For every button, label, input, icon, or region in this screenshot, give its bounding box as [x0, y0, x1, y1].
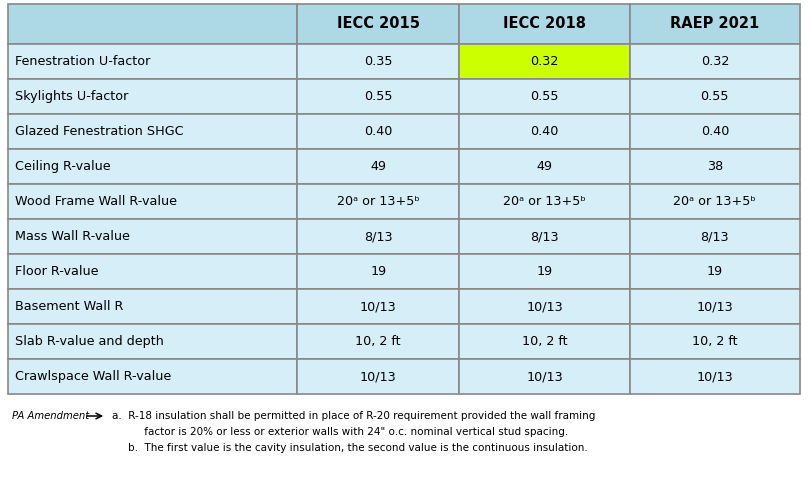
Bar: [297, 254, 459, 289]
Bar: [629, 324, 800, 359]
Bar: [629, 79, 800, 114]
Text: 20ᵃ or 13+5ᵇ: 20ᵃ or 13+5ᵇ: [337, 195, 420, 208]
Text: 8/13: 8/13: [364, 230, 393, 243]
Text: 10/13: 10/13: [697, 300, 733, 313]
Text: 0.55: 0.55: [701, 90, 729, 103]
Text: factor is 20% or less or exterior walls with 24" o.c. nominal vertical stud spac: factor is 20% or less or exterior walls …: [128, 427, 569, 437]
Text: Wood Frame Wall R-value: Wood Frame Wall R-value: [15, 195, 177, 208]
Bar: [297, 289, 459, 324]
Text: RAEP 2021: RAEP 2021: [670, 16, 760, 31]
Bar: [459, 289, 629, 324]
Text: 19: 19: [536, 265, 552, 278]
Bar: [8, 4, 297, 44]
Text: 19: 19: [370, 265, 386, 278]
Bar: [8, 359, 297, 394]
Bar: [297, 114, 459, 149]
Bar: [8, 44, 297, 79]
Text: 10/13: 10/13: [697, 370, 733, 383]
Text: 0.40: 0.40: [531, 125, 559, 138]
Text: 8/13: 8/13: [531, 230, 559, 243]
Text: Skylights U-factor: Skylights U-factor: [15, 90, 128, 103]
Bar: [8, 114, 297, 149]
Bar: [629, 149, 800, 184]
Text: Floor R-value: Floor R-value: [15, 265, 99, 278]
Text: 0.32: 0.32: [531, 55, 559, 68]
Text: 10/13: 10/13: [526, 370, 563, 383]
Text: Ceiling R-value: Ceiling R-value: [15, 160, 111, 173]
Text: Mass Wall R-value: Mass Wall R-value: [15, 230, 130, 243]
Bar: [8, 79, 297, 114]
Text: 0.32: 0.32: [701, 55, 729, 68]
Bar: [297, 79, 459, 114]
Text: 8/13: 8/13: [701, 230, 729, 243]
Bar: [629, 289, 800, 324]
Bar: [459, 324, 629, 359]
Bar: [629, 44, 800, 79]
Bar: [629, 254, 800, 289]
Text: 10, 2 ft: 10, 2 ft: [692, 335, 738, 348]
Text: PA Amendment: PA Amendment: [12, 411, 89, 421]
Text: Crawlspace Wall R-value: Crawlspace Wall R-value: [15, 370, 171, 383]
Bar: [459, 44, 629, 79]
Bar: [297, 219, 459, 254]
Text: Glazed Fenestration SHGC: Glazed Fenestration SHGC: [15, 125, 184, 138]
Bar: [8, 219, 297, 254]
Text: 10/13: 10/13: [360, 370, 397, 383]
Bar: [459, 114, 629, 149]
Bar: [629, 219, 800, 254]
Bar: [459, 79, 629, 114]
Text: 0.55: 0.55: [531, 90, 559, 103]
Bar: [8, 289, 297, 324]
Text: 49: 49: [370, 160, 386, 173]
Text: 0.35: 0.35: [364, 55, 393, 68]
Text: 0.55: 0.55: [364, 90, 393, 103]
Text: 10, 2 ft: 10, 2 ft: [356, 335, 401, 348]
Bar: [459, 4, 629, 44]
Text: 38: 38: [707, 160, 723, 173]
Bar: [297, 359, 459, 394]
Text: 20ᵃ or 13+5ᵇ: 20ᵃ or 13+5ᵇ: [673, 195, 757, 208]
Bar: [629, 359, 800, 394]
Text: 10, 2 ft: 10, 2 ft: [522, 335, 567, 348]
Text: 10/13: 10/13: [526, 300, 563, 313]
Bar: [459, 149, 629, 184]
Text: 49: 49: [536, 160, 552, 173]
Text: 0.40: 0.40: [701, 125, 729, 138]
Bar: [629, 4, 800, 44]
Bar: [297, 149, 459, 184]
Text: 20ᵃ or 13+5ᵇ: 20ᵃ or 13+5ᵇ: [503, 195, 586, 208]
Text: Slab R-value and depth: Slab R-value and depth: [15, 335, 164, 348]
Bar: [459, 359, 629, 394]
Bar: [297, 44, 459, 79]
Text: 10/13: 10/13: [360, 300, 397, 313]
Text: Basement Wall R: Basement Wall R: [15, 300, 123, 313]
Bar: [629, 184, 800, 219]
Text: IECC 2015: IECC 2015: [337, 16, 420, 31]
Text: a.  R-18 insulation shall be permitted in place of R-20 requirement provided the: a. R-18 insulation shall be permitted in…: [112, 411, 595, 421]
Text: IECC 2018: IECC 2018: [503, 16, 586, 31]
Text: 19: 19: [707, 265, 723, 278]
Bar: [8, 184, 297, 219]
Bar: [459, 184, 629, 219]
Bar: [297, 184, 459, 219]
Bar: [297, 4, 459, 44]
Text: b.  The first value is the cavity insulation, the second value is the continuous: b. The first value is the cavity insulat…: [128, 443, 588, 453]
Bar: [8, 149, 297, 184]
Bar: [629, 114, 800, 149]
Bar: [459, 219, 629, 254]
Text: 0.40: 0.40: [364, 125, 393, 138]
Bar: [8, 254, 297, 289]
Bar: [459, 254, 629, 289]
Bar: [8, 324, 297, 359]
Bar: [297, 324, 459, 359]
Text: Fenestration U-factor: Fenestration U-factor: [15, 55, 151, 68]
